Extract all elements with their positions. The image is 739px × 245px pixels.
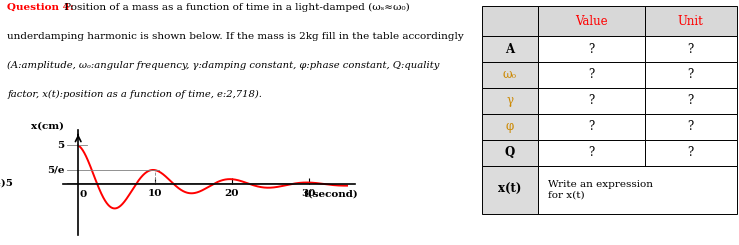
Bar xyxy=(482,114,538,140)
Text: 5/e: 5/e xyxy=(47,166,64,175)
Text: ?: ? xyxy=(688,146,694,159)
Bar xyxy=(645,6,737,36)
Bar xyxy=(645,140,737,166)
Bar xyxy=(538,62,645,88)
Bar xyxy=(538,6,645,36)
Text: x(t): x(t) xyxy=(498,183,521,196)
Text: Unit: Unit xyxy=(678,14,704,27)
Text: Value: Value xyxy=(575,14,607,27)
Text: t(second): t(second) xyxy=(304,190,358,199)
Bar xyxy=(482,36,538,62)
Text: ?: ? xyxy=(688,94,694,107)
Text: ?: ? xyxy=(588,146,594,159)
Text: x(cm): x(cm) xyxy=(31,122,64,131)
Bar xyxy=(538,88,645,114)
Text: φ: φ xyxy=(505,120,514,133)
Text: (%4)5: (%4)5 xyxy=(0,178,13,187)
Bar xyxy=(482,6,538,36)
Text: Question 4:: Question 4: xyxy=(7,2,74,12)
Text: (A:amplitude, ωₒ:angular frequency, γ:damping constant, φ:phase constant, Q:qual: (A:amplitude, ωₒ:angular frequency, γ:da… xyxy=(7,61,440,70)
Text: ?: ? xyxy=(588,43,594,56)
Text: ωₒ: ωₒ xyxy=(503,68,517,81)
Bar xyxy=(645,114,737,140)
Bar xyxy=(482,140,538,166)
Text: A: A xyxy=(505,43,514,56)
Text: γ: γ xyxy=(506,94,513,107)
Text: 5: 5 xyxy=(57,141,64,150)
Text: Q: Q xyxy=(505,146,515,159)
Bar xyxy=(538,36,645,62)
Text: Position of a mass as a function of time in a light-damped (ωₛ≈ω₀): Position of a mass as a function of time… xyxy=(61,2,410,12)
Bar xyxy=(482,88,538,114)
Text: ?: ? xyxy=(588,120,594,133)
Bar xyxy=(645,36,737,62)
Bar xyxy=(482,62,538,88)
Text: Write an expression
for x(t): Write an expression for x(t) xyxy=(548,180,653,199)
Bar xyxy=(538,166,737,214)
Text: ?: ? xyxy=(588,94,594,107)
Bar xyxy=(538,114,645,140)
Text: factor, x(t):position as a function of time, e:2,718).: factor, x(t):position as a function of t… xyxy=(7,90,262,99)
Bar xyxy=(645,88,737,114)
Text: 0: 0 xyxy=(79,190,86,199)
Text: ?: ? xyxy=(688,68,694,81)
Bar xyxy=(538,140,645,166)
Bar xyxy=(482,166,538,214)
Bar xyxy=(645,62,737,88)
Text: ?: ? xyxy=(688,43,694,56)
Text: ?: ? xyxy=(688,120,694,133)
Text: underdamping harmonic is shown below. If the mass is 2kg fill in the table accor: underdamping harmonic is shown below. If… xyxy=(7,33,464,41)
Text: ?: ? xyxy=(588,68,594,81)
